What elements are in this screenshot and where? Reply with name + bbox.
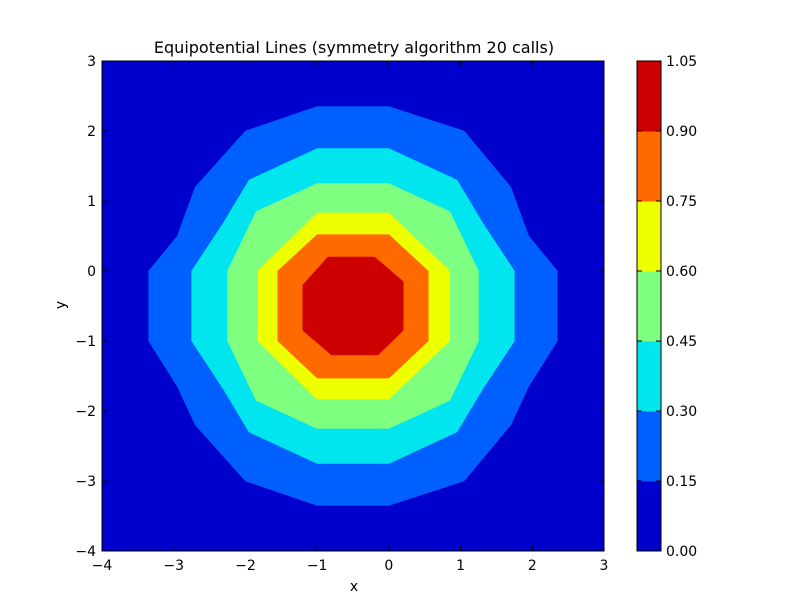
y-axis-label: y	[53, 301, 69, 309]
colorbar-segment-6	[637, 61, 661, 132]
x-tick-label: 0	[384, 558, 393, 574]
colorbar-tick-label: 0.30	[666, 404, 697, 420]
colorbar-tick-label: 0.45	[666, 334, 697, 350]
y-tick-label: 2	[87, 124, 96, 140]
contour-band-6	[302, 256, 404, 356]
x-axis-label: x	[350, 579, 358, 595]
colorbar-tick-label: 1.05	[666, 54, 697, 70]
x-tick-label: −4	[92, 558, 113, 574]
y-tick-label: −2	[75, 404, 96, 420]
colorbar: 0.00 0.15 0.30 0.45 0.60 0.75 0.90 1.05	[636, 54, 697, 560]
x-tick-label: 2	[528, 558, 537, 574]
colorbar-tick-label: 0.00	[666, 544, 697, 560]
x-tick-label: −3	[163, 558, 184, 574]
colorbar-tick-label: 0.60	[666, 264, 697, 280]
y-tick-label: 1	[87, 194, 96, 210]
y-tick-label: 0	[87, 264, 96, 280]
plot-area	[101, 60, 605, 552]
x-axis-ticks: −4 −3 −2 −1 0 1 2 3	[92, 61, 609, 574]
x-tick-label: 1	[456, 558, 465, 574]
colorbar-segment-2	[637, 341, 661, 412]
plot-frame	[101, 60, 605, 552]
colorbar-segment-0	[637, 481, 661, 552]
chart-title: Equipotential Lines (symmetry algorithm …	[154, 38, 554, 57]
colorbar-tick-label: 0.75	[666, 194, 697, 210]
y-tick-label: −3	[75, 474, 96, 490]
colorbar-segment-3	[637, 271, 661, 342]
colorbar-segment-4	[637, 201, 661, 272]
y-axis-ticks: −4 −3 −2 −1 0 1 2 3	[75, 54, 604, 560]
y-tick-label: −4	[75, 544, 96, 560]
x-tick-label: −1	[307, 558, 328, 574]
colorbar-tick-label: 0.15	[666, 474, 697, 490]
y-tick-label: 3	[87, 54, 96, 70]
y-tick-label: −1	[75, 334, 96, 350]
x-tick-label: −2	[235, 558, 256, 574]
x-tick-label: 3	[600, 558, 609, 574]
colorbar-segment-5	[637, 131, 661, 202]
colorbar-frame	[636, 60, 662, 552]
colorbar-tick-label: 0.90	[666, 124, 697, 140]
colorbar-segment-1	[637, 411, 661, 482]
